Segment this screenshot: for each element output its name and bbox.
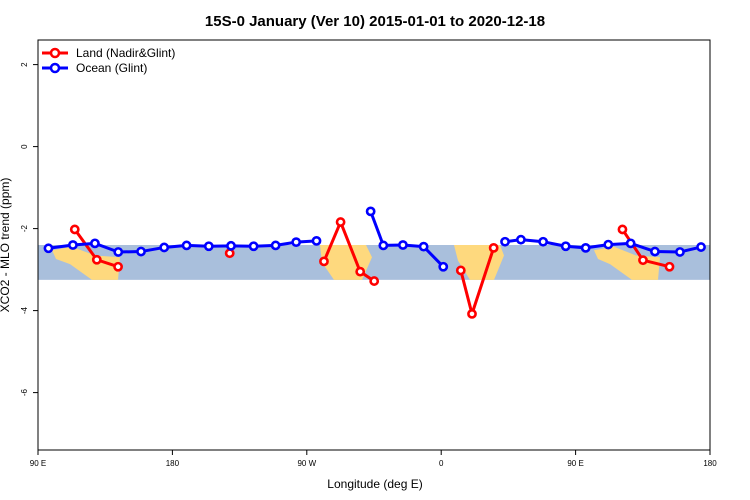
data-point xyxy=(638,255,648,266)
y-tick-label: -6 xyxy=(20,388,29,396)
x-tick-label: 180 xyxy=(703,459,717,468)
data-point xyxy=(159,242,170,253)
data-point xyxy=(467,308,477,319)
data-point xyxy=(311,235,322,246)
legend-item-ocean: Ocean (Glint) xyxy=(42,61,147,75)
x-axis: 90 E 180 90 W 0 90 E 180 xyxy=(30,450,717,468)
data-point xyxy=(398,240,408,250)
data-point xyxy=(560,241,571,252)
data-point xyxy=(378,240,389,251)
data-point xyxy=(43,243,54,254)
data-point xyxy=(696,242,706,252)
y-tick-label: 0 xyxy=(20,144,29,149)
data-point xyxy=(319,256,329,267)
x-tick-label: 0 xyxy=(439,459,444,468)
data-point xyxy=(580,242,591,253)
data-point xyxy=(418,241,429,252)
data-point xyxy=(181,240,192,251)
data-point xyxy=(248,241,259,252)
data-point xyxy=(203,241,214,252)
data-point xyxy=(113,261,123,272)
data-point xyxy=(625,238,636,249)
land-australia-left xyxy=(52,246,120,280)
data-point xyxy=(291,237,302,248)
data-point xyxy=(369,276,380,286)
legend-item-land: Land (Nadir&Glint) xyxy=(42,46,175,60)
series-line xyxy=(504,238,702,254)
y-tick-label: -2 xyxy=(20,224,29,232)
data-point xyxy=(455,265,466,276)
data-point xyxy=(516,234,526,245)
data-point xyxy=(226,240,236,251)
chart-title: 15S-0 January (Ver 10) 2015-01-01 to 202… xyxy=(205,13,545,30)
data-point xyxy=(650,246,660,257)
data-point xyxy=(500,236,510,247)
legend-label-land: Land (Nadir&Glint) xyxy=(76,46,175,60)
data-point xyxy=(365,206,376,217)
data-point xyxy=(136,246,146,257)
data-point xyxy=(355,266,366,277)
data-point xyxy=(603,239,614,250)
x-tick-label: 180 xyxy=(166,459,180,468)
legend-marker-land xyxy=(49,47,61,59)
x-axis-label: Longitude (deg E) xyxy=(327,477,422,491)
y-tick-label: 2 xyxy=(20,62,29,67)
y-axis: 2 0 -2 -4 -6 xyxy=(20,62,38,396)
y-axis-label: XCO2 - MLO trend (ppm) xyxy=(0,178,12,313)
data-point xyxy=(335,217,346,227)
data-point xyxy=(68,240,78,250)
x-tick-label: 90 E xyxy=(30,459,46,468)
series-line xyxy=(322,220,376,283)
legend: Land (Nadir&Glint) Ocean (Glint) xyxy=(42,46,175,75)
data-point xyxy=(617,224,628,235)
data-point xyxy=(675,247,685,257)
data-point xyxy=(488,242,499,253)
y-tick-label: -4 xyxy=(20,306,29,314)
legend-label-ocean: Ocean (Glint) xyxy=(76,61,147,75)
data-point xyxy=(69,224,80,235)
data-point xyxy=(91,254,102,265)
data-point xyxy=(113,247,124,257)
x-tick-label: 90 W xyxy=(297,459,316,468)
data-point xyxy=(664,261,675,272)
data-point xyxy=(438,261,449,272)
x-tick-label: 90 E xyxy=(567,459,583,468)
data-point xyxy=(538,236,549,247)
series-ocean xyxy=(43,206,706,272)
land-australia-right xyxy=(594,246,660,280)
series-land xyxy=(69,217,675,319)
data-point xyxy=(90,238,100,249)
data-point xyxy=(224,248,235,259)
data-point xyxy=(270,240,281,251)
plot-frame xyxy=(37,39,711,451)
series-layer xyxy=(43,206,706,319)
legend-marker-ocean xyxy=(49,62,61,74)
